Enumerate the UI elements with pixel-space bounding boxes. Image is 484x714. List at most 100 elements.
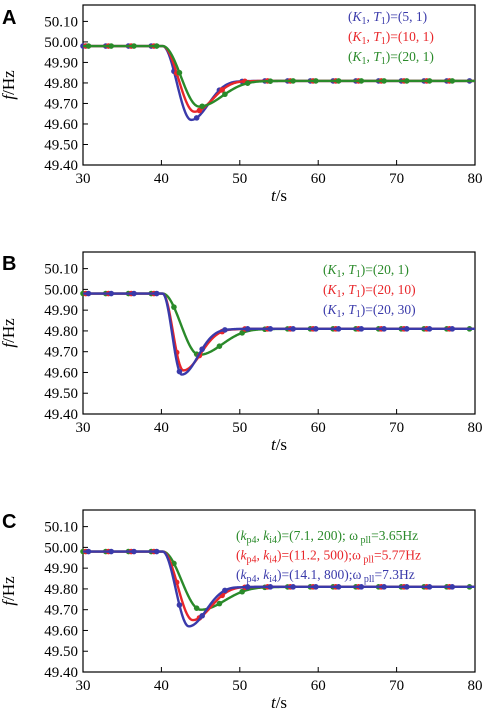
data-point: [222, 327, 228, 333]
series-line: [83, 550, 475, 628]
x-tick-label: 60: [311, 171, 326, 187]
panel-letter: A: [2, 7, 16, 29]
x-tick-label: 30: [76, 420, 91, 436]
data-point: [176, 69, 183, 76]
y-tick-label: 50.00: [44, 282, 78, 298]
series-3: [83, 43, 475, 110]
x-tick-label: 30: [76, 678, 91, 694]
plot-frame: [82, 251, 476, 415]
legend-entry: (K1, T1)=(10, 1): [348, 29, 434, 47]
data-point: [426, 78, 433, 84]
series-line: [83, 292, 475, 357]
legend-entry: (K1, T1)=(20, 30): [323, 302, 416, 320]
data-point: [153, 290, 160, 297]
y-axis-label: f/Hz: [0, 70, 18, 100]
series-line: [83, 292, 475, 372]
data-point: [381, 78, 387, 84]
y-tick-label: 50.10: [44, 14, 78, 30]
x-tick-label: 40: [154, 678, 169, 694]
y-tick-label: 50.10: [44, 520, 78, 536]
data-point: [403, 326, 410, 332]
y-tick-label: 49.50: [44, 644, 78, 660]
data-point: [176, 368, 183, 375]
legend-entry: (K1, T1)=(20, 1): [323, 262, 409, 280]
data-point: [239, 330, 245, 336]
legend: (K1, T1)=(20, 1) (K1, T1)=(20, 10) (K1, T1…: [323, 262, 416, 320]
chart-panel-c: C 30 40 50 60 70 80 49.40 49.50 49.60 49.70 49.80 49…: [0, 509, 483, 712]
data-point: [85, 43, 92, 49]
x-tick-label: 60: [311, 678, 326, 694]
data-point: [108, 290, 115, 297]
y-tick-label: 49.60: [44, 623, 78, 639]
y-tick-label: 49.50: [44, 386, 78, 402]
y-tick-label: 49.40: [44, 158, 78, 174]
data-point: [244, 584, 251, 590]
y-axis-label: f/Hz: [0, 318, 18, 348]
legend-entry: (K1, T1)=(5, 1): [348, 9, 427, 27]
legend-entry: (K1, T1)=(20, 1): [348, 49, 434, 67]
data-point: [108, 548, 115, 555]
data-point: [426, 326, 433, 332]
data-point: [267, 78, 274, 84]
data-point: [216, 343, 223, 350]
x-tick-label: 80: [468, 171, 483, 187]
chart-panel-b: B 30 40 50 60 70 80 49.40 49.50 49.60 49.70 49.80 49…: [0, 251, 483, 454]
data-point: [358, 584, 365, 590]
data-point: [335, 78, 342, 84]
data-point: [199, 613, 205, 619]
data-point: [381, 584, 387, 590]
chart-panel-a: A 30 40 50 60 70 80 49.40 49.50 49.60 49.70 49.80 49…: [0, 4, 483, 205]
series-2: [82, 290, 475, 372]
y-tick-label: 49.40: [44, 665, 78, 681]
series-1: [80, 290, 475, 357]
x-tick-label: 40: [154, 420, 169, 436]
data-point: [335, 584, 342, 590]
data-point: [219, 87, 225, 93]
data-point: [449, 584, 456, 590]
y-tick-label: 49.70: [44, 345, 78, 361]
data-point: [196, 107, 203, 114]
data-point: [449, 326, 456, 332]
data-point: [131, 290, 137, 297]
data-point: [153, 548, 160, 555]
y-tick-label: 50.00: [44, 35, 78, 51]
y-tick-label: 49.70: [44, 96, 78, 112]
data-point: [85, 290, 92, 297]
x-tick-label: 30: [76, 171, 91, 187]
data-point: [216, 600, 223, 607]
x-tick-label: 70: [389, 171, 404, 187]
data-point: [131, 43, 137, 49]
y-tick-label: 49.80: [44, 76, 78, 92]
y-tick-label: 50.10: [44, 262, 78, 278]
legend-entry: (kp4, ki4)=(14.1, 800);ω pll=7.3Hz: [236, 567, 415, 585]
y-tick-label: 49.70: [44, 603, 78, 619]
x-tick-label: 80: [468, 420, 483, 436]
plot-frame: [82, 509, 476, 673]
data-point: [403, 584, 410, 590]
legend: (kp4, ki4)=(7.1, 200); ω pll=3.65Hz (kp4,…: [236, 528, 421, 585]
series-3: [83, 548, 475, 628]
legend-entry: (kp4, ki4)=(11.2, 500);ω pll=5.77Hz: [236, 548, 421, 566]
data-point: [239, 588, 245, 595]
data-point: [222, 587, 228, 594]
data-point: [199, 103, 205, 110]
data-point: [131, 548, 137, 555]
series-line: [83, 44, 475, 108]
data-point: [358, 78, 365, 84]
x-tick-label: 70: [389, 420, 404, 436]
legend: (K1, T1)=(5, 1) (K1, T1)=(10, 1) (K1, T1)=…: [348, 9, 434, 67]
data-point: [449, 78, 456, 84]
data-point: [290, 584, 296, 590]
data-point: [313, 326, 319, 332]
x-tick-label: 50: [232, 171, 247, 187]
x-axis-label: t/s: [271, 435, 287, 454]
y-tick-label: 50.00: [44, 540, 78, 556]
data-point: [313, 78, 319, 84]
data-point: [171, 304, 177, 310]
data-point: [313, 584, 319, 590]
plot-frame: [82, 4, 476, 166]
data-point: [244, 80, 251, 86]
data-point: [290, 326, 296, 332]
x-tick-label: 80: [468, 678, 483, 694]
